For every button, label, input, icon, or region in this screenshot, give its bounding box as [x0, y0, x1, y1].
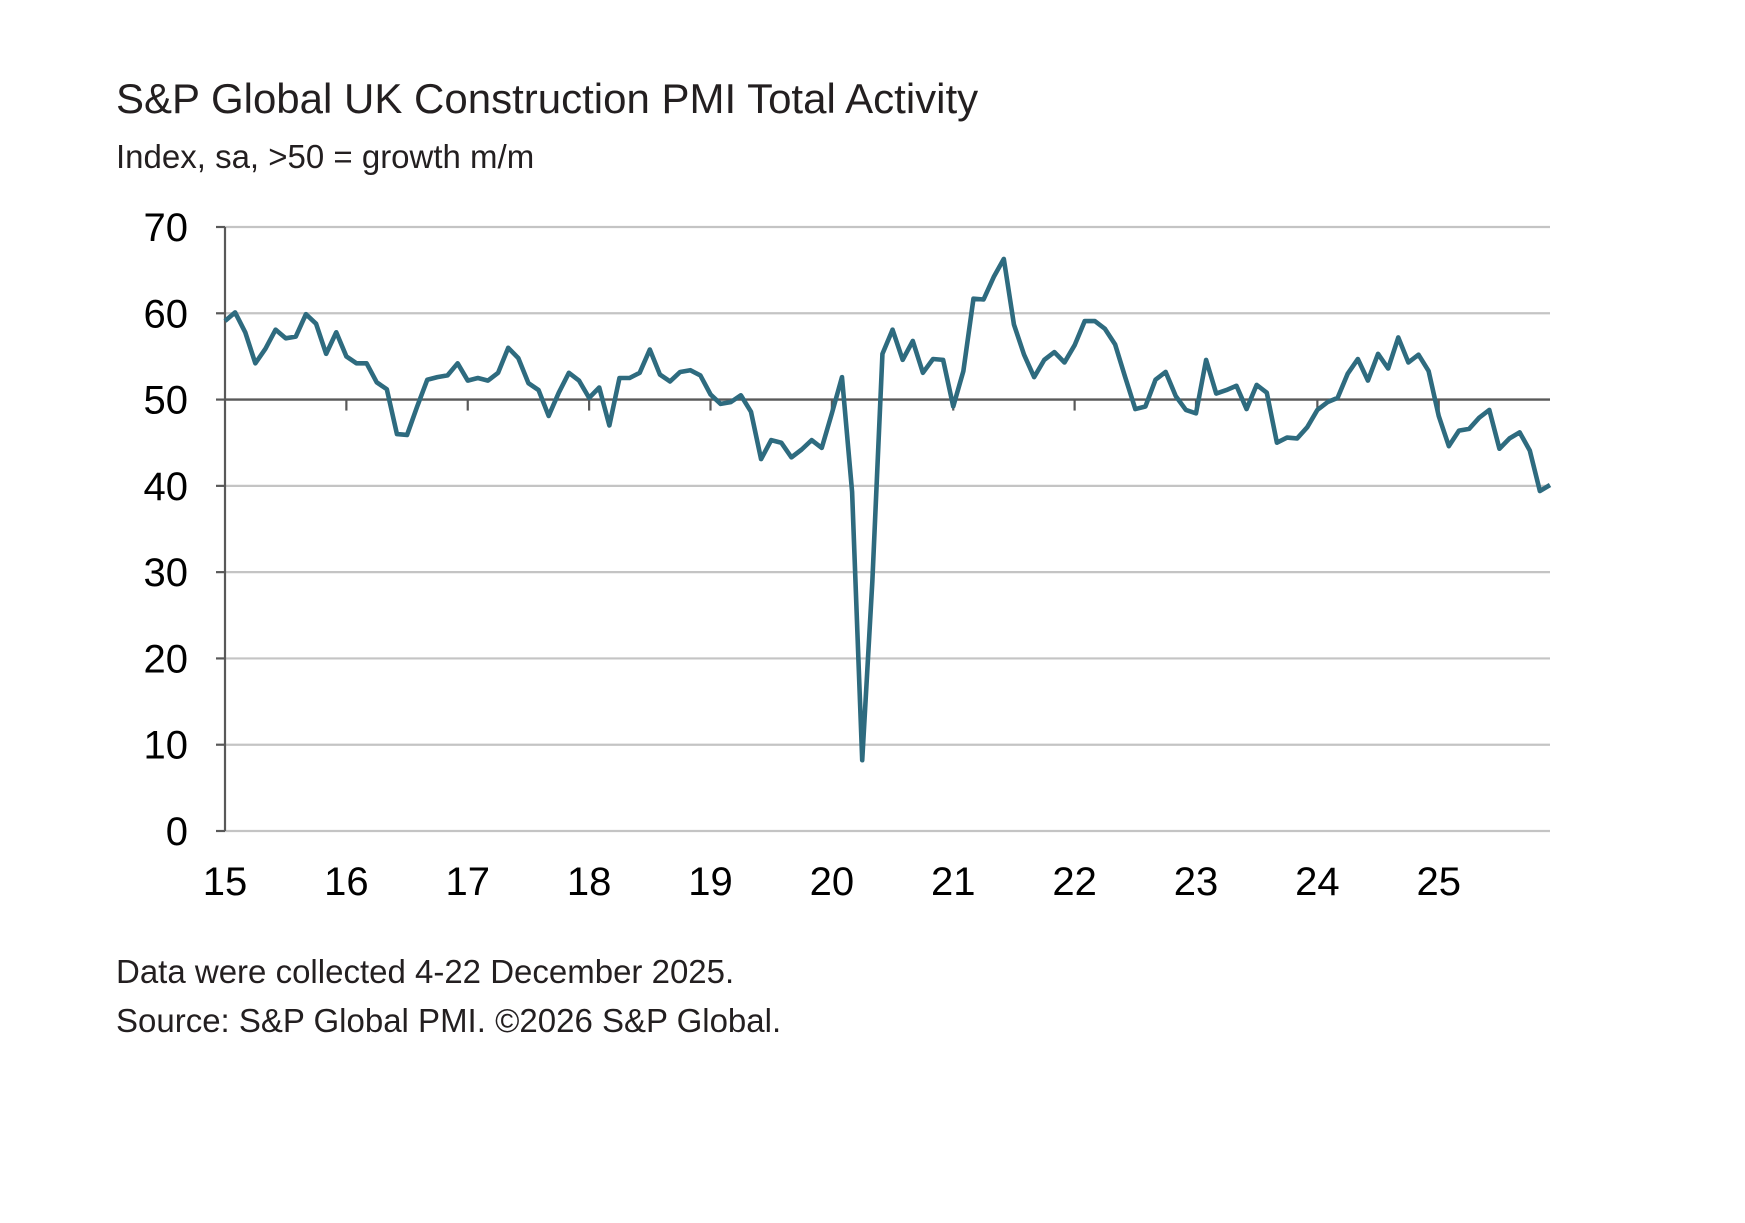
axes [216, 225, 1550, 833]
chart-title: S&P Global UK Construction PMI Total Act… [116, 75, 979, 122]
x-tick-label: 16 [324, 860, 369, 904]
gridlines [225, 225, 1550, 833]
x-tick-label: 21 [931, 860, 976, 904]
x-tick-label: 17 [445, 860, 490, 904]
y-tick-label: 70 [144, 206, 189, 250]
chart-subtitle: Index, sa, >50 = growth m/m [116, 138, 535, 175]
x-tick-label: 19 [688, 860, 733, 904]
y-tick-label: 50 [144, 379, 189, 423]
footnote-source: Source: S&P Global PMI. ©2026 S&P Global… [116, 1002, 782, 1039]
x-tick-label: 23 [1174, 860, 1219, 904]
x-tick-label: 20 [810, 860, 855, 904]
x-tick-label: 15 [203, 860, 248, 904]
series [223, 256, 1552, 763]
y-tick-label: 20 [144, 637, 189, 681]
x-tick-label: 18 [567, 860, 612, 904]
tick-labels: 0 10 20 30 40 50 60 70 15 16 17 18 19 20 21 22 23 24 25 [144, 206, 1461, 904]
y-tick-label: 0 [166, 810, 188, 854]
y-tick-label: 60 [144, 292, 189, 336]
y-tick-label: 40 [144, 465, 189, 509]
x-tick-label: 25 [1416, 860, 1461, 904]
series-line [223, 256, 1552, 763]
footnote-data-collection: Data were collected 4-22 December 2025. [116, 953, 735, 990]
x-tick-label: 22 [1052, 860, 1097, 904]
y-tick-label: 30 [144, 551, 189, 595]
y-tick-label: 10 [144, 724, 189, 768]
x-tick-label: 24 [1295, 860, 1340, 904]
